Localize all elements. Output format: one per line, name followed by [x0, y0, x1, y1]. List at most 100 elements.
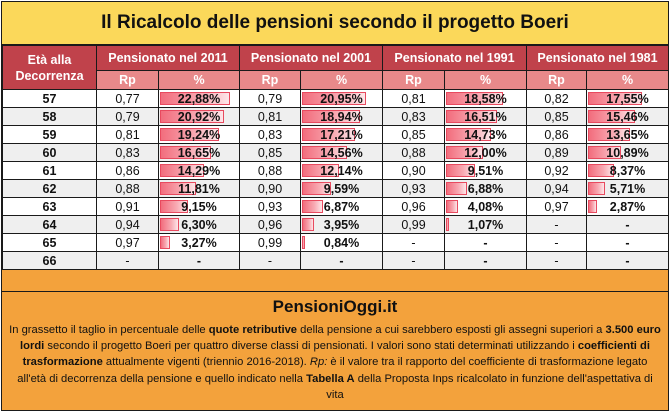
rp-cell: 0,79	[96, 107, 159, 126]
rp-cell: 0,82	[526, 89, 587, 108]
pct-value: -	[339, 253, 344, 268]
data-bar	[588, 164, 614, 177]
pct-cell: 8,37%	[586, 161, 669, 180]
pct-value: 14,56%	[320, 145, 363, 160]
pct-cell: 22,88%	[158, 89, 240, 108]
pct-cell: 18,94%	[300, 107, 383, 126]
rp-cell: -	[382, 233, 445, 252]
pct-value: 12,14%	[320, 163, 363, 178]
rp-cell: 0,88	[239, 161, 301, 180]
data-bar	[588, 200, 597, 213]
age-cell: 64	[2, 215, 97, 234]
table-row: 65 0,97 3,27% 0,99 0,84% - - - -	[2, 233, 669, 252]
pct-cell: 6,88%	[444, 179, 527, 198]
pct-value: 4,08%	[467, 199, 504, 214]
rp-cell: 0,90	[239, 179, 301, 198]
pct-value: 6,87%	[323, 199, 360, 214]
rp-cell: 0,83	[239, 125, 301, 144]
pct-value: 11,81%	[178, 181, 220, 196]
brand-banner: PensioniOggi.it	[2, 291, 668, 322]
pct-cell: 9,15%	[158, 197, 240, 216]
pct-value: 19,24%	[177, 127, 221, 142]
rp-cell: 0,81	[382, 89, 445, 108]
pct-cell: 20,95%	[300, 89, 383, 108]
pct-value: 18,94%	[320, 109, 363, 124]
age-cell: 65	[2, 233, 97, 252]
pct-cell: 3,27%	[158, 233, 240, 252]
rp-cell: 0,96	[382, 197, 445, 216]
pct-cell: 6,87%	[300, 197, 383, 216]
age-cell: 59	[2, 125, 97, 144]
pct-value: 17,55%	[606, 91, 649, 106]
pct-value: 9,51%	[467, 163, 504, 178]
data-bar	[446, 110, 497, 123]
pct-value: 16,51%	[464, 109, 507, 124]
pct-cell: 18,58%	[444, 89, 527, 108]
data-bar	[446, 146, 483, 159]
data-bar	[446, 218, 450, 231]
pct-value: -	[483, 235, 488, 250]
rp-header: Rp	[382, 70, 445, 90]
rp-cell: -	[526, 251, 587, 270]
age-cell: 58	[2, 107, 97, 126]
rp-header: Rp	[239, 70, 301, 90]
pct-value: 5,71%	[609, 181, 646, 196]
group-header-2001: Pensionato nel 2001	[239, 45, 383, 71]
group-header-1981: Pensionato nel 1981	[526, 45, 669, 71]
table-row: 57 0,77 22,88% 0,79 20,95% 0,81 18,58% 0,82 17,5…	[2, 89, 669, 108]
pct-value: 13,65%	[606, 127, 649, 142]
pct-value: 10,89%	[606, 145, 649, 160]
pct-cell: -	[586, 251, 669, 270]
data-bar	[160, 92, 230, 105]
table-title: Il Ricalcolo delle pensioni secondo il p…	[2, 2, 668, 45]
rp-cell: 0,83	[96, 143, 159, 162]
data-bar	[446, 128, 492, 141]
data-bar	[588, 92, 642, 105]
data-bar	[302, 92, 367, 105]
pct-cell: 15,46%	[586, 107, 669, 126]
rp-cell: 0,79	[239, 89, 301, 108]
pct-value: 14,73%	[464, 127, 507, 142]
pct-cell: 10,89%	[586, 143, 669, 162]
rp-cell: 0,90	[382, 161, 445, 180]
pct-value: 8,37%	[609, 163, 646, 178]
pct-value: 6,88%	[467, 181, 504, 196]
rp-cell: -	[239, 251, 301, 270]
pct-cell: 11,81%	[158, 179, 240, 198]
table-row: 63 0,91 9,15% 0,93 6,87% 0,96 4,08% 0,97 2,87%	[2, 197, 669, 216]
pct-cell: 0,84%	[300, 233, 383, 252]
pct-cell: 2,87%	[586, 197, 669, 216]
pct-cell: 6,30%	[158, 215, 240, 234]
data-bar	[160, 146, 211, 159]
rp-header: Rp	[526, 70, 587, 90]
pct-value: 3,95%	[323, 217, 360, 232]
pct-value: 9,59%	[323, 181, 360, 196]
data-bar	[302, 164, 340, 177]
age-cell: 62	[2, 179, 97, 198]
pct-value: -	[625, 253, 630, 268]
data-bar	[588, 110, 636, 123]
rp-cell: -	[96, 251, 159, 270]
table-row: 66- - - - - - - -	[2, 251, 669, 270]
data-bar	[160, 200, 188, 213]
age-header: Età alla Decorrenza	[2, 45, 97, 90]
pct-cell: 17,55%	[586, 89, 669, 108]
data-bar	[302, 110, 360, 123]
data-bar	[160, 164, 204, 177]
table-row: 64 0,94 6,30% 0,96 3,95% 0,99 1,07% - -	[2, 215, 669, 234]
age-cell: 61	[2, 161, 97, 180]
pct-cell: -	[158, 251, 240, 270]
group-header-2011: Pensionato nel 2011	[96, 45, 240, 71]
pct-header: %	[586, 70, 669, 90]
pension-table: Età alla Decorrenza Pensionato nel 2011 …	[2, 45, 669, 270]
pct-value: 16,65%	[177, 145, 221, 160]
pct-value: -	[625, 235, 630, 250]
pct-value: 2,87%	[609, 199, 646, 214]
data-bar	[446, 200, 459, 213]
pct-cell: 9,59%	[300, 179, 383, 198]
rp-cell: 0,85	[239, 143, 301, 162]
rp-cell: 0,86	[96, 161, 159, 180]
data-bar	[160, 236, 170, 249]
rp-cell: 0,85	[382, 125, 445, 144]
pct-cell: 14,29%	[158, 161, 240, 180]
